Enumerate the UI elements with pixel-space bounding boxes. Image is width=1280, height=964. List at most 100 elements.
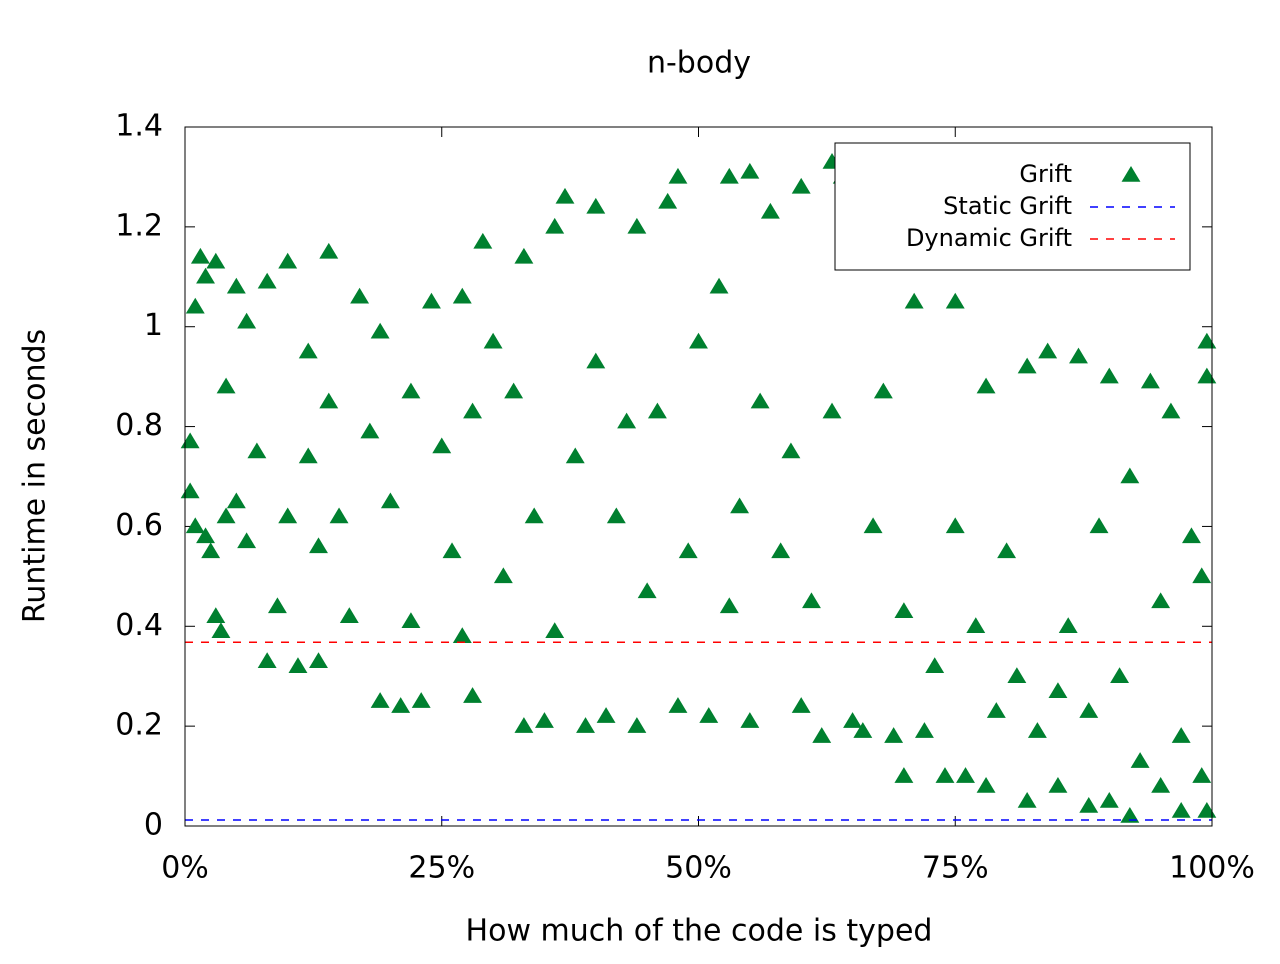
point bbox=[452, 627, 472, 644]
point bbox=[699, 707, 719, 723]
point bbox=[750, 392, 770, 409]
point bbox=[545, 217, 565, 234]
point bbox=[278, 252, 298, 269]
x-tick-label: 0% bbox=[161, 851, 209, 886]
point bbox=[216, 507, 236, 524]
point bbox=[1058, 617, 1078, 634]
point bbox=[925, 657, 945, 673]
point bbox=[329, 507, 349, 524]
point bbox=[822, 402, 842, 419]
point bbox=[1151, 592, 1171, 609]
point bbox=[791, 177, 811, 194]
point bbox=[1017, 357, 1037, 374]
point bbox=[185, 517, 205, 534]
point bbox=[956, 767, 975, 783]
point bbox=[1130, 752, 1150, 768]
y-axis-label: Runtime in seconds bbox=[18, 329, 53, 623]
point bbox=[689, 332, 708, 349]
point bbox=[504, 382, 524, 399]
point bbox=[185, 297, 205, 314]
point bbox=[473, 232, 493, 249]
point bbox=[370, 322, 390, 339]
point bbox=[190, 247, 210, 264]
point bbox=[647, 402, 667, 419]
point bbox=[422, 292, 441, 309]
point bbox=[278, 507, 298, 524]
x-axis-label: How much of the code is typed bbox=[466, 914, 933, 949]
x-tick-label: 100% bbox=[1169, 851, 1255, 886]
y-tick-label: 0.4 bbox=[115, 608, 163, 643]
point bbox=[637, 582, 657, 599]
point bbox=[226, 492, 246, 509]
legend-box bbox=[834, 142, 1191, 271]
point bbox=[596, 707, 616, 723]
point bbox=[976, 377, 996, 394]
point bbox=[853, 722, 873, 738]
point bbox=[1120, 467, 1140, 484]
point bbox=[350, 287, 370, 304]
point bbox=[206, 252, 226, 269]
point bbox=[535, 712, 554, 728]
point bbox=[237, 532, 257, 549]
point bbox=[288, 657, 308, 673]
point bbox=[524, 507, 544, 524]
point bbox=[514, 717, 534, 733]
point bbox=[247, 442, 267, 459]
point bbox=[668, 697, 688, 713]
point bbox=[211, 622, 231, 639]
point bbox=[894, 767, 914, 783]
point bbox=[709, 277, 729, 294]
point bbox=[771, 542, 791, 559]
point bbox=[1017, 792, 1037, 808]
point bbox=[319, 242, 339, 259]
point bbox=[1007, 667, 1027, 683]
point bbox=[298, 342, 318, 359]
point bbox=[180, 482, 200, 499]
y-tick-label: 1.4 bbox=[115, 109, 163, 144]
point bbox=[555, 187, 575, 204]
point bbox=[658, 192, 678, 209]
point bbox=[781, 442, 801, 459]
point bbox=[319, 392, 339, 409]
point bbox=[966, 617, 986, 634]
point bbox=[1079, 797, 1099, 813]
plot-frame bbox=[184, 126, 1213, 827]
point bbox=[1171, 802, 1191, 818]
point bbox=[740, 162, 760, 179]
point bbox=[1197, 802, 1217, 818]
point bbox=[760, 202, 780, 219]
point bbox=[935, 767, 955, 783]
point bbox=[1171, 727, 1191, 743]
point bbox=[545, 622, 565, 639]
point bbox=[1151, 777, 1171, 793]
point bbox=[257, 272, 277, 289]
point bbox=[719, 597, 739, 614]
point bbox=[483, 332, 503, 349]
point bbox=[1140, 372, 1160, 389]
point bbox=[309, 652, 328, 668]
point bbox=[196, 267, 215, 284]
point bbox=[380, 492, 400, 509]
point bbox=[945, 292, 965, 309]
point bbox=[1048, 682, 1068, 698]
x-tick-label: 50% bbox=[665, 851, 732, 886]
point bbox=[1048, 777, 1068, 793]
point bbox=[914, 722, 934, 738]
point bbox=[257, 652, 277, 668]
point bbox=[945, 517, 965, 534]
point bbox=[309, 537, 328, 554]
y-tick-label: 0 bbox=[144, 808, 163, 843]
point bbox=[339, 607, 359, 624]
point bbox=[1069, 347, 1088, 364]
point bbox=[411, 692, 431, 708]
point bbox=[226, 277, 246, 294]
point bbox=[514, 247, 534, 264]
chart-title: n-body bbox=[647, 46, 751, 81]
point bbox=[452, 287, 472, 304]
point bbox=[586, 352, 606, 369]
point bbox=[627, 217, 647, 234]
point bbox=[206, 607, 226, 624]
legend-marker bbox=[1121, 166, 1141, 182]
point bbox=[791, 697, 811, 713]
point bbox=[976, 777, 996, 793]
